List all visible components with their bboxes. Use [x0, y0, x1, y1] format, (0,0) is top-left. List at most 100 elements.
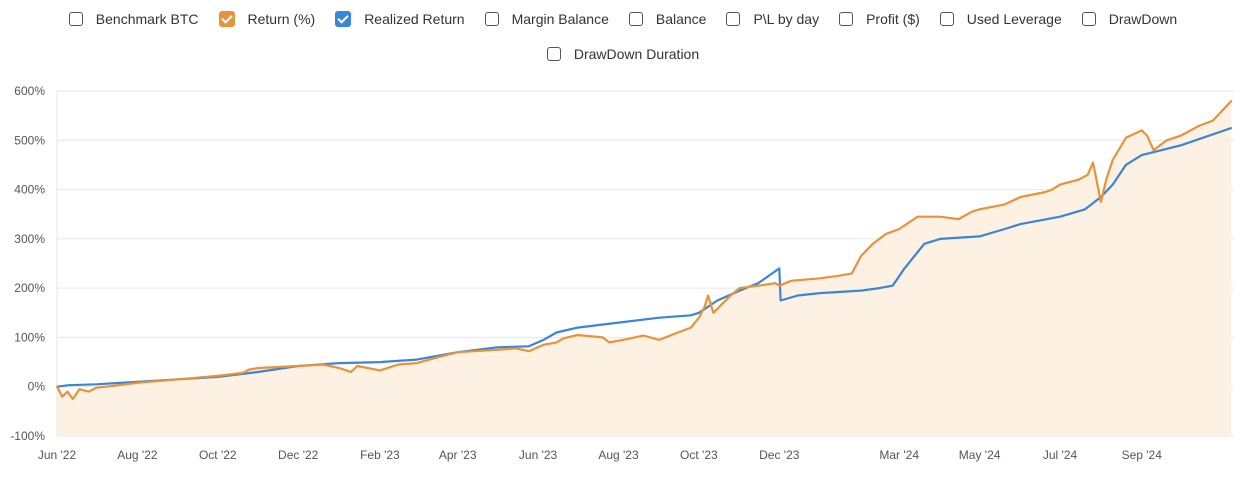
data-point — [916, 215, 919, 218]
data-point — [496, 346, 499, 349]
legend-item-p-l-by-day[interactable]: P\L by day — [726, 11, 819, 27]
x-tick-label: Oct '22 — [199, 448, 237, 462]
data-point — [642, 334, 645, 337]
data-point — [1125, 164, 1127, 166]
checkbox-unchecked-icon[interactable] — [939, 12, 954, 26]
data-point — [790, 280, 792, 282]
data-point — [72, 398, 74, 400]
checkbox-unchecked-icon[interactable] — [839, 12, 854, 26]
legend-item-realized-return[interactable]: Realized Return — [335, 11, 465, 27]
data-point — [690, 326, 692, 329]
data-point — [496, 349, 499, 351]
legend-label: Balance — [655, 11, 707, 27]
data-point — [136, 382, 139, 384]
data-point — [68, 384, 70, 387]
data-point — [729, 294, 732, 297]
checkbox-checked-icon[interactable] — [335, 11, 352, 27]
data-point — [617, 321, 620, 324]
legend-item-margin-balance[interactable]: Margin Balance — [484, 11, 609, 27]
x-tick-label: Jun '22 — [38, 448, 77, 462]
data-point — [677, 331, 679, 334]
data-point — [1152, 149, 1155, 151]
data-point — [978, 208, 981, 211]
data-point — [1100, 201, 1102, 203]
data-point — [61, 395, 64, 398]
data-point — [1125, 137, 1127, 139]
data-point — [114, 384, 116, 387]
legend-item-return[interactable]: Return (%) — [218, 11, 315, 27]
y-tick-label: 600% — [14, 84, 45, 98]
checkbox-checked-icon[interactable] — [218, 11, 235, 27]
data-point — [257, 367, 260, 369]
data-point — [860, 255, 862, 257]
data-point — [542, 344, 545, 346]
data-point — [923, 243, 926, 245]
legend-label: Benchmark BTC — [95, 11, 199, 27]
data-point — [872, 243, 874, 245]
data-point — [757, 284, 759, 287]
legend-item-drawdown-duration[interactable]: DrawDown Duration — [546, 46, 699, 62]
data-point — [757, 282, 759, 285]
data-point — [878, 287, 881, 289]
series-areas — [57, 100, 1232, 437]
checkbox-unchecked-icon[interactable] — [628, 12, 643, 26]
y-tick-label: 100% — [14, 330, 45, 344]
legend-item-balance[interactable]: Balance — [628, 11, 707, 27]
legend-item-benchmark-btc[interactable]: Benchmark BTC — [68, 11, 199, 27]
x-tick-label: Apr '23 — [439, 448, 477, 462]
data-point — [555, 341, 558, 344]
data-point — [703, 307, 705, 309]
data-point — [248, 368, 251, 371]
legend-item-drawdown[interactable]: DrawDown — [1081, 11, 1177, 27]
data-point — [1180, 144, 1183, 146]
data-point — [562, 337, 564, 340]
data-point — [796, 294, 799, 297]
y-tick-label: 0% — [28, 380, 46, 394]
checkbox-unchecked-icon[interactable] — [484, 12, 499, 26]
data-point — [555, 331, 558, 334]
data-point — [1166, 139, 1168, 142]
data-point — [1003, 203, 1006, 206]
data-point — [95, 383, 98, 386]
x-tick-label: Aug '23 — [598, 448, 639, 462]
legend-label: Realized Return — [364, 11, 465, 27]
checkbox-unchecked-icon[interactable] — [546, 47, 561, 61]
data-point — [738, 289, 741, 292]
data-point — [1003, 228, 1006, 230]
data-point — [1086, 174, 1089, 176]
y-tick-label: 200% — [14, 281, 45, 295]
legend-label: Profit ($) — [866, 11, 920, 27]
data-point — [1019, 223, 1022, 225]
x-tick-label: Aug '22 — [117, 448, 158, 462]
data-point — [66, 390, 69, 393]
x-tick-label: Dec '23 — [759, 448, 800, 462]
x-tick-label: Dec '22 — [278, 448, 319, 462]
legend-item-used-leverage[interactable]: Used Leverage — [939, 11, 1062, 27]
checkbox-unchecked-icon[interactable] — [68, 12, 83, 26]
data-point — [257, 371, 260, 373]
legend-label: P\L by day — [753, 11, 820, 27]
data-point — [350, 371, 352, 373]
data-point — [1180, 134, 1183, 137]
y-tick-label: 500% — [14, 133, 45, 147]
checkbox-unchecked-icon[interactable] — [1081, 12, 1096, 26]
data-point — [658, 316, 661, 319]
checkbox-unchecked-icon[interactable] — [726, 12, 741, 26]
data-point — [658, 339, 661, 341]
data-point — [1221, 109, 1223, 112]
data-point — [1111, 159, 1114, 161]
data-point — [338, 367, 340, 369]
data-point — [819, 292, 821, 294]
data-point — [397, 363, 400, 366]
data-point — [1105, 178, 1107, 181]
data-point — [1092, 161, 1094, 164]
data-point — [819, 277, 821, 280]
legend-item-profit[interactable]: Profit ($) — [839, 11, 920, 27]
y-tick-label: -100% — [10, 429, 45, 443]
data-point — [978, 235, 981, 238]
x-tick-label: Sep '24 — [1122, 448, 1163, 462]
data-point — [837, 275, 840, 277]
data-point — [851, 272, 853, 275]
data-point — [1230, 127, 1233, 129]
data-point — [970, 211, 973, 213]
